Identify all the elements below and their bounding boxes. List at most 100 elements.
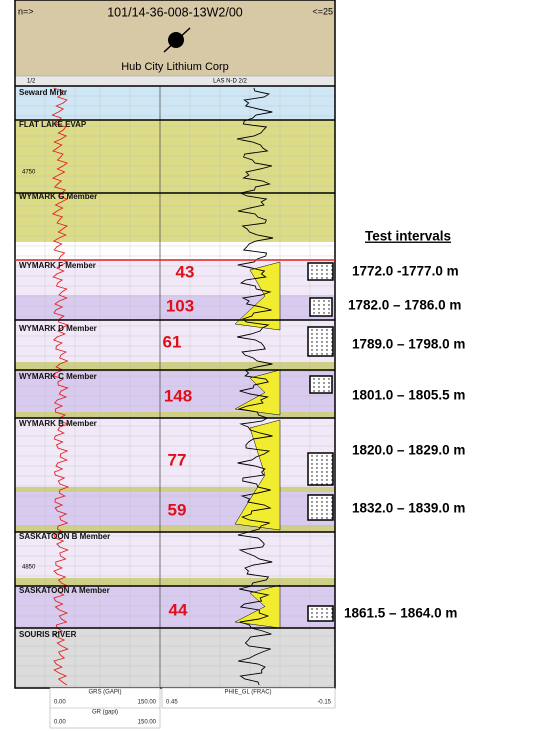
test-interval-dot xyxy=(326,505,328,507)
test-interval-dot xyxy=(326,616,328,618)
test-interval-dot xyxy=(328,382,330,384)
test-interval-dot xyxy=(313,390,315,392)
test-interval-dot xyxy=(321,459,323,461)
test-interval-dot xyxy=(331,455,333,457)
footer-max: -0.15 xyxy=(317,700,331,706)
test-interval-dot xyxy=(316,479,318,481)
test-interval-dot xyxy=(331,277,333,279)
test-interval-dot xyxy=(311,333,313,335)
test-interval-dot xyxy=(318,390,320,392)
test-interval-dot xyxy=(316,475,318,477)
company: Hub City Lithium Corp xyxy=(121,61,229,73)
test-interval-dot xyxy=(323,378,325,380)
test-interval-dot xyxy=(326,269,328,271)
formation-name: Seward Mrkr xyxy=(19,88,67,97)
test-interval-dot xyxy=(331,517,333,519)
zone-band xyxy=(15,525,335,532)
zone-band xyxy=(15,418,335,487)
test-interval-dot xyxy=(316,455,318,457)
formation-name: SASKATOON A Member xyxy=(19,586,110,595)
test-interval-dot xyxy=(326,612,328,614)
test-interval-dot xyxy=(311,463,313,465)
test-interval-dot xyxy=(313,386,315,388)
porosity-fill xyxy=(234,369,281,416)
test-interval-dot xyxy=(326,479,328,481)
zone-band xyxy=(15,260,335,295)
zone-band xyxy=(15,487,335,492)
test-interval-dot xyxy=(316,329,318,331)
depth-label: 4750 xyxy=(22,170,36,176)
test-interval-dot xyxy=(321,463,323,465)
test-interval-dot xyxy=(321,455,323,457)
test-interval-dot xyxy=(316,463,318,465)
test-interval-dot xyxy=(311,479,313,481)
test-interval-dot xyxy=(316,616,318,618)
test-interval: 1772.0 -1777.0 m xyxy=(352,264,459,279)
test-interval-dot xyxy=(326,608,328,610)
footer-min: 0.00 xyxy=(54,700,66,706)
test-interval-dot xyxy=(316,612,318,614)
test-interval-dot xyxy=(326,509,328,511)
test-interval-dot xyxy=(331,333,333,335)
footer-right xyxy=(161,687,336,709)
test-interval-dot xyxy=(331,341,333,343)
test-interval-dot xyxy=(318,312,320,314)
test-interval-dot xyxy=(326,455,328,457)
test-interval-dot xyxy=(323,304,325,306)
test-interval-dot xyxy=(316,345,318,347)
test-interval-dot xyxy=(331,608,333,610)
test-interval-dot xyxy=(316,333,318,335)
test-interval-dot xyxy=(321,479,323,481)
test-interval-dot xyxy=(331,471,333,473)
footer-min: 0.45 xyxy=(166,700,178,706)
test-interval-dot xyxy=(331,349,333,351)
test-interval-dot xyxy=(316,517,318,519)
track-right: LAS N-D 2/2 xyxy=(213,79,247,85)
test-interval-dot xyxy=(331,501,333,503)
test-interval-dot xyxy=(321,475,323,477)
test-interval-dot xyxy=(331,479,333,481)
test-interval-dot xyxy=(321,329,323,331)
zone-value: 44 xyxy=(169,600,188,619)
porosity-fill xyxy=(234,584,281,629)
test-interval-dot xyxy=(321,333,323,335)
test-interval-dot xyxy=(311,353,313,355)
test-interval-dot xyxy=(321,501,323,503)
test-interval-dot xyxy=(316,269,318,271)
formation-name: SASKATOON B Member xyxy=(19,532,110,541)
test-interval-dot xyxy=(311,265,313,267)
test-interval: 1832.0 – 1839.0 m xyxy=(352,501,465,516)
test-interval-dot xyxy=(331,269,333,271)
test-interval-dot xyxy=(328,308,330,310)
test-interval-dot xyxy=(321,341,323,343)
test-interval-dot xyxy=(311,349,313,351)
test-interval: 1801.0 – 1805.5 m xyxy=(352,388,465,403)
test-interval-dot xyxy=(328,378,330,380)
zone-value: 77 xyxy=(168,450,187,469)
zone-band xyxy=(15,578,335,586)
test-interval-dot xyxy=(321,349,323,351)
track-header xyxy=(14,75,336,87)
test-interval-dot xyxy=(323,390,325,392)
test-interval-dot xyxy=(326,273,328,275)
test-interval-dot xyxy=(318,378,320,380)
formation-name: WYMARK G Member xyxy=(19,192,97,201)
test-interval-dot xyxy=(331,273,333,275)
zone-band xyxy=(15,586,335,628)
test-interval-dot xyxy=(316,459,318,461)
test-interval-dot xyxy=(316,513,318,515)
test-interval-dot xyxy=(321,513,323,515)
test-interval-dot xyxy=(316,341,318,343)
zone-value: 148 xyxy=(164,386,192,405)
test-interval-dot xyxy=(316,467,318,469)
test-interval-dot xyxy=(311,517,313,519)
test-interval-dot xyxy=(326,513,328,515)
test-interval-dot xyxy=(321,471,323,473)
porosity-fill xyxy=(234,419,281,531)
test-interval-dot xyxy=(323,386,325,388)
test-interval-dot xyxy=(316,505,318,507)
test-interval-dot xyxy=(311,329,313,331)
test-interval-dot xyxy=(316,349,318,351)
test-interval-dot xyxy=(321,509,323,511)
